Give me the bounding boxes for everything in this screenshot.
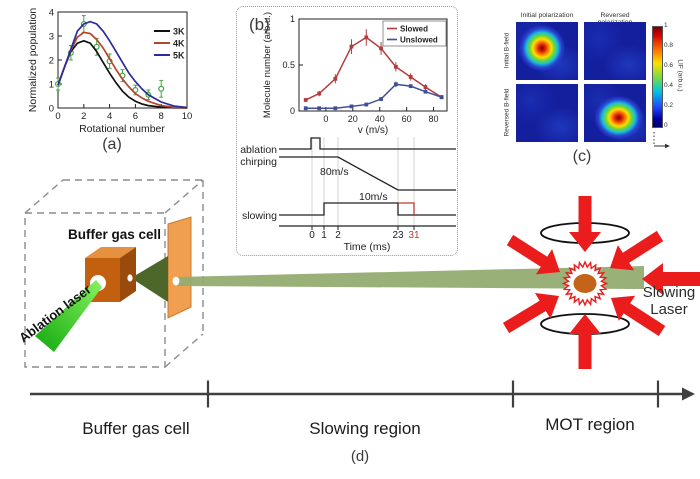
heatmap-col-label-initial: Initial polarization: [520, 12, 574, 19]
panel-b-tag: (b): [249, 15, 270, 34]
panel-d-tag: (d): [350, 448, 370, 465]
svg-text:0: 0: [55, 111, 60, 122]
colorbar-tick: 0.8: [664, 42, 674, 49]
svg-text:23: 23: [392, 230, 404, 241]
laser-arrow: [611, 295, 666, 336]
image-axes-icon: [653, 132, 670, 149]
svg-text:4K: 4K: [173, 39, 185, 49]
svg-text:6: 6: [133, 111, 138, 122]
svg-text:3: 3: [49, 32, 54, 43]
heatmap-cell: [584, 84, 646, 142]
molecule-beam: [177, 266, 644, 289]
molecule-beam-cone: [131, 256, 168, 302]
svg-text:Time (ms): Time (ms): [344, 241, 391, 253]
colorbar-tick: 0.2: [664, 102, 674, 109]
cell-side-hole: [127, 274, 133, 282]
colorbar-tick: 1: [664, 22, 668, 29]
panel-b: (b) 0 20 40 60 80 0 0.5 1 Slowed Unslowed v (m/s) M…: [236, 6, 458, 256]
svg-text:0: 0: [309, 230, 315, 241]
svg-text:2: 2: [335, 230, 341, 241]
heatmap-row-label-reversed: Reversed B-field: [503, 88, 511, 137]
heatmap-row-label-initial: Initial B-field: [503, 32, 511, 69]
svg-text:60: 60: [402, 114, 412, 124]
svg-text:v (m/s): v (m/s): [358, 125, 389, 136]
svg-text:8: 8: [159, 111, 164, 122]
panel-c: Initial polarization Reversed polarizati…: [492, 4, 700, 166]
svg-text:Unslowed: Unslowed: [400, 36, 438, 45]
heatmap-cell: [516, 84, 578, 142]
svg-text:20: 20: [348, 114, 358, 124]
position-axis: [30, 380, 695, 408]
svg-text:Rotational number: Rotational number: [79, 123, 165, 135]
heatmap-cell: [516, 22, 578, 80]
laser-arrow: [642, 263, 700, 295]
svg-text:1: 1: [290, 14, 295, 24]
plate-hole: [172, 276, 180, 286]
svg-text:1: 1: [49, 80, 54, 91]
laser-arrow: [569, 196, 601, 252]
svg-text:0: 0: [49, 104, 54, 115]
buffer-gas-cell-label: Buffer gas cell: [68, 227, 162, 242]
svg-text:chirping: chirping: [240, 156, 277, 168]
svg-text:5K: 5K: [173, 51, 185, 61]
region-label-buffer-gas-cell: Buffer gas cell: [82, 419, 190, 438]
mot-laser-arrows: [502, 196, 700, 369]
svg-text:Normalized population: Normalized population: [27, 8, 39, 113]
svg-text:Slowed: Slowed: [400, 25, 428, 34]
laser-arrow: [506, 234, 560, 275]
slowing-laser-label: Slowing Laser: [642, 284, 696, 319]
svg-text:2: 2: [49, 56, 54, 67]
region-label-mot-region: MOT region: [545, 415, 635, 434]
svg-text:10m/s: 10m/s: [359, 191, 388, 203]
trapped-molecule-cloud: [561, 260, 609, 307]
laser-arrow: [610, 230, 664, 271]
panel-a-plot: 0 2 4 6 8 10 0 1 2 3 4 3K 4K 5K Rotational number Norma…: [27, 8, 193, 136]
svg-text:1: 1: [321, 230, 327, 241]
svg-text:40: 40: [375, 114, 385, 124]
panel-a-tag: (a): [102, 136, 122, 153]
colorbar-tick: 0.4: [664, 82, 674, 89]
colorbar-tick: 0: [664, 122, 668, 129]
laser-arrow: [502, 293, 559, 334]
svg-text:31: 31: [408, 230, 420, 241]
svg-text:2: 2: [81, 111, 86, 122]
svg-text:4: 4: [107, 111, 112, 122]
colorbar-label: LIF (arb.u.): [676, 59, 684, 92]
svg-text:80m/s: 80m/s: [320, 166, 349, 178]
svg-text:10: 10: [182, 111, 193, 122]
svg-text:0.5: 0.5: [282, 60, 295, 70]
region-label-slowing-region: Slowing region: [309, 419, 421, 438]
svg-text:3K: 3K: [173, 27, 185, 37]
svg-text:Molecule number (arb.u.): Molecule number (arb.u.): [262, 12, 273, 118]
svg-text:4: 4: [49, 8, 54, 19]
laser-arrow: [569, 314, 601, 369]
colorbar: [652, 26, 663, 128]
svg-text:0: 0: [323, 114, 328, 124]
svg-text:80: 80: [429, 114, 439, 124]
svg-text:slowing: slowing: [242, 210, 277, 222]
svg-text:ablation: ablation: [240, 144, 277, 156]
svg-text:0: 0: [290, 106, 295, 116]
colorbar-tick: 0.6: [664, 62, 674, 69]
ablation-laser-beam: [35, 280, 102, 352]
panel-c-tag: (c): [572, 148, 592, 165]
heatmap-cell: [584, 22, 646, 80]
